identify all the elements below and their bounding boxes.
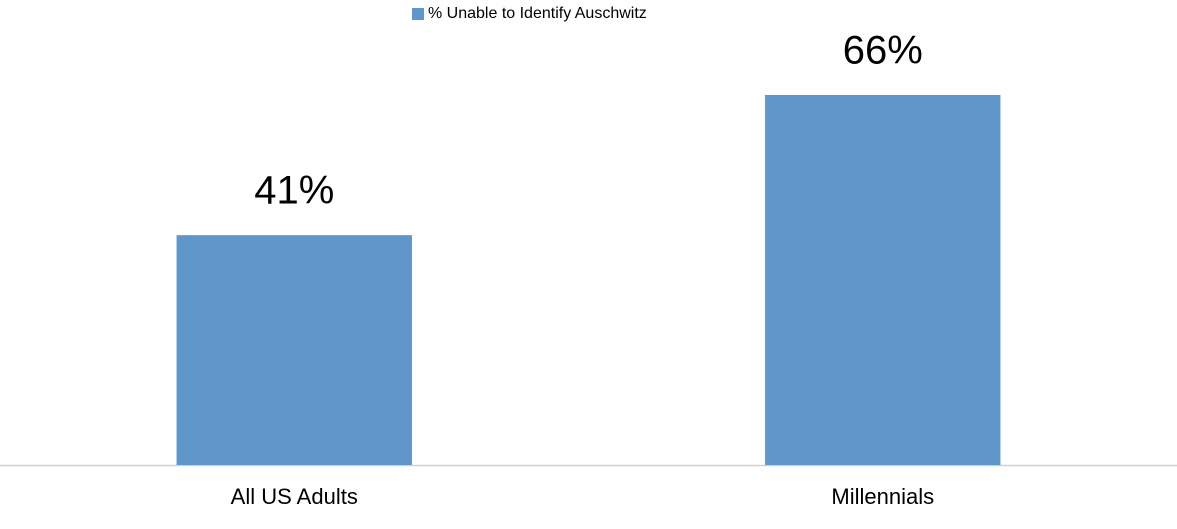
legend-swatch — [412, 8, 424, 20]
bar — [176, 235, 412, 465]
value-label: 41% — [254, 169, 334, 213]
bar — [765, 95, 1001, 465]
x-tick-label: Millennials — [831, 484, 934, 509]
legend-label: % Unable to Identify Auschwitz — [428, 5, 647, 22]
x-tick-label: All US Adults — [231, 484, 358, 509]
value-label: 66% — [843, 29, 923, 73]
